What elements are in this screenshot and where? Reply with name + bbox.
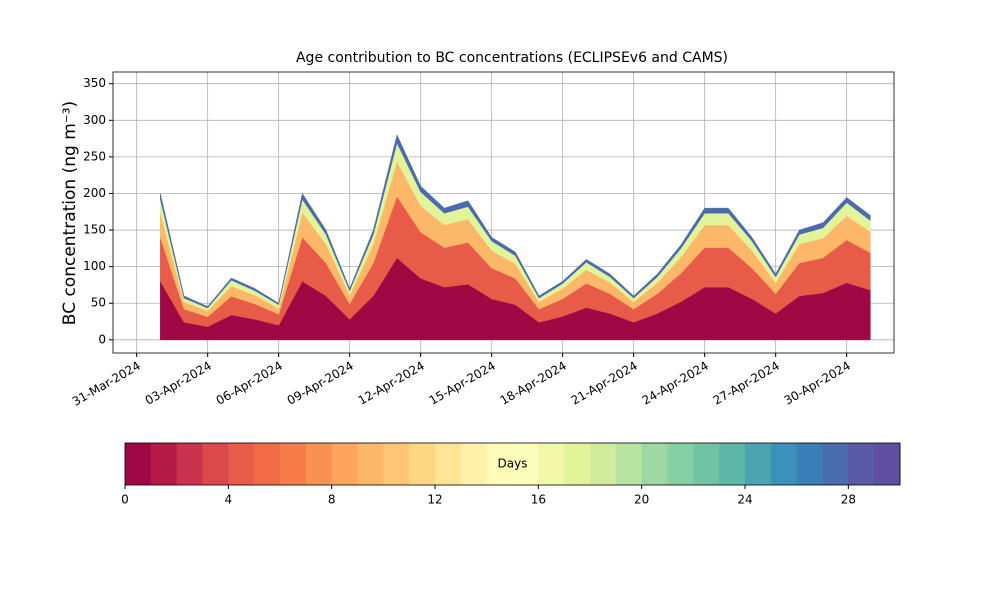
colorbar-tick-label: 24: [737, 493, 752, 507]
x-tick-label: 18-Apr-2024: [498, 359, 569, 408]
x-tick-label: 27-Apr-2024: [711, 359, 782, 408]
colorbar-cell: [228, 443, 255, 485]
y-tick-label: 0: [98, 332, 106, 346]
colorbar-cell: [331, 443, 358, 485]
colorbar-cell: [822, 443, 849, 485]
x-tick-label: 30-Apr-2024: [782, 359, 853, 408]
area-layer: [160, 134, 871, 309]
colorbar-tick-label: 16: [531, 493, 546, 507]
colorbar-cell: [512, 443, 539, 485]
colorbar-cell: [357, 443, 384, 485]
colorbar-cell: [280, 443, 307, 485]
colorbar-tick-label: 4: [225, 493, 233, 507]
colorbar-cell: [486, 443, 513, 485]
colorbar-tick-label: 8: [328, 493, 336, 507]
plot-frame: [112, 71, 895, 354]
y-tick-label: 50: [91, 296, 106, 310]
colorbar-cell: [796, 443, 823, 485]
y-tick-label: 350: [83, 76, 106, 90]
y-tick-label: 150: [83, 223, 106, 237]
y-tick-label: 300: [83, 113, 106, 127]
y-axis-label: BC concentration (ng m⁻³): [60, 101, 80, 325]
colorbar-cell: [848, 443, 875, 485]
colorbar-cell: [641, 443, 668, 485]
colorbar-cell: [460, 443, 488, 485]
colorbar-cell: [305, 443, 333, 485]
colorbar-cell: [176, 443, 203, 485]
colorbar-cell: [254, 443, 281, 485]
colorbar-cell: [409, 443, 436, 485]
colorbar-tick-label: 12: [427, 493, 442, 507]
x-tick-label: 12-Apr-2024: [356, 359, 427, 408]
colorbar-cell: [590, 443, 617, 485]
colorbar-cell: [615, 443, 643, 485]
colorbar-cell: [745, 443, 772, 485]
colorbar-cell: [874, 443, 901, 485]
x-tick-label: 21-Apr-2024: [569, 359, 640, 408]
colorbar-tick-label: 28: [841, 493, 856, 507]
colorbar-tick-label: 20: [634, 493, 649, 507]
colorbar-cell: [564, 443, 591, 485]
y-tick-label: 250: [83, 149, 106, 163]
colorbar-cell: [770, 443, 798, 485]
x-tick-label: 03-Apr-2024: [143, 359, 214, 408]
x-tick-label: 09-Apr-2024: [285, 359, 356, 408]
x-tick-label: 31-Mar-2024: [70, 359, 143, 409]
colorbar-cell: [150, 443, 178, 485]
y-tick-label: 100: [83, 259, 106, 273]
chart-title: Age contribution to BC concentrations (E…: [296, 50, 728, 66]
colorbar-cell: [125, 443, 152, 485]
colorbar-cell: [202, 443, 229, 485]
x-tick-label: 24-Apr-2024: [640, 359, 711, 408]
colorbar-cell: [435, 443, 462, 485]
x-tick-label: 06-Apr-2024: [214, 359, 285, 408]
colorbar-cell: [719, 443, 746, 485]
colorbar-label: Days: [498, 457, 528, 471]
x-tick-label: 15-Apr-2024: [427, 359, 498, 408]
colorbar-cell: [383, 443, 410, 485]
colorbar-cell: [693, 443, 720, 485]
y-tick-label: 200: [83, 186, 106, 200]
colorbar-cell: [538, 443, 565, 485]
colorbar-cell: [667, 443, 694, 485]
colorbar-tick-label: 0: [121, 493, 129, 507]
colorbar-frame: [124, 442, 901, 486]
